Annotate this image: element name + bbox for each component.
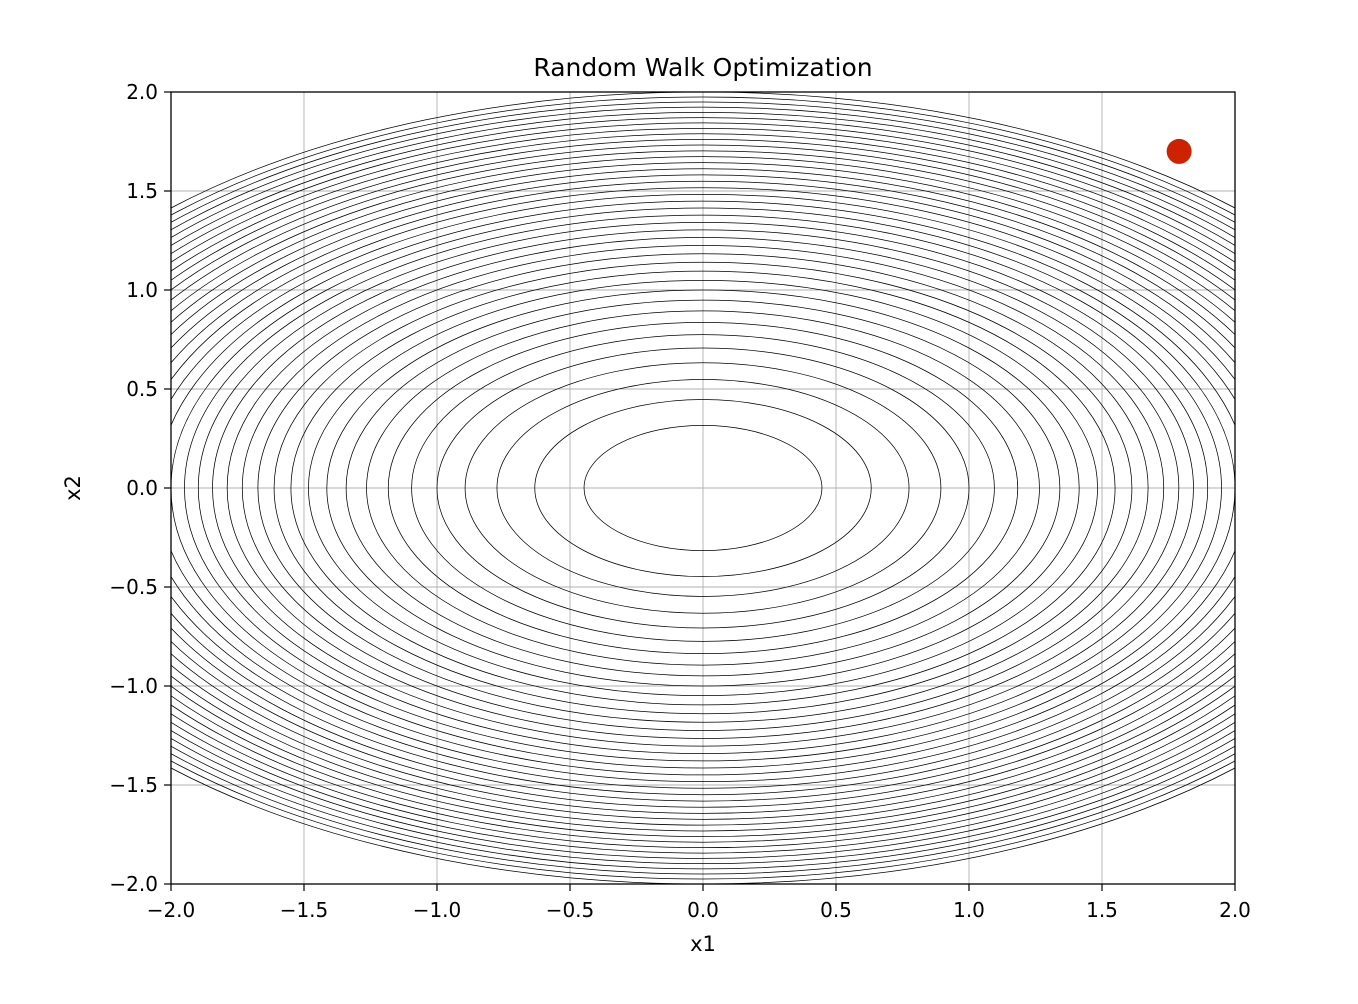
x-tick-label-7: 1.5 [1086, 898, 1118, 922]
y-tick-label-0: −2.0 [109, 872, 158, 896]
chart-title: Random Walk Optimization [533, 53, 872, 82]
x-tick-label-3: −0.5 [546, 898, 595, 922]
y-tick-label-2: −1.0 [109, 674, 158, 698]
x-tick-label-4: 0.0 [687, 898, 719, 922]
y-tick-label-6: 1.0 [126, 278, 158, 302]
x-tick-label-1: −1.5 [280, 898, 329, 922]
y-tick-label-8: 2.0 [126, 80, 158, 104]
x-tick-label-0: −2.0 [147, 898, 196, 922]
x-axis-label: x1 [690, 932, 716, 956]
walk-point-0 [1167, 139, 1192, 164]
y-tick-label-7: 1.5 [126, 179, 158, 203]
y-tick-label-5: 0.5 [126, 377, 158, 401]
x-tick-label-8: 2.0 [1219, 898, 1251, 922]
x-tick-label-2: −1.0 [413, 898, 462, 922]
walk-points [1167, 139, 1192, 164]
y-tick-label-3: −0.5 [109, 575, 158, 599]
y-tick-label-1: −1.5 [109, 773, 158, 797]
x-tick-label-6: 1.0 [953, 898, 985, 922]
y-axis-label: x2 [61, 475, 85, 501]
y-tick-label-4: 0.0 [126, 476, 158, 500]
x-tick-label-5: 0.5 [820, 898, 852, 922]
